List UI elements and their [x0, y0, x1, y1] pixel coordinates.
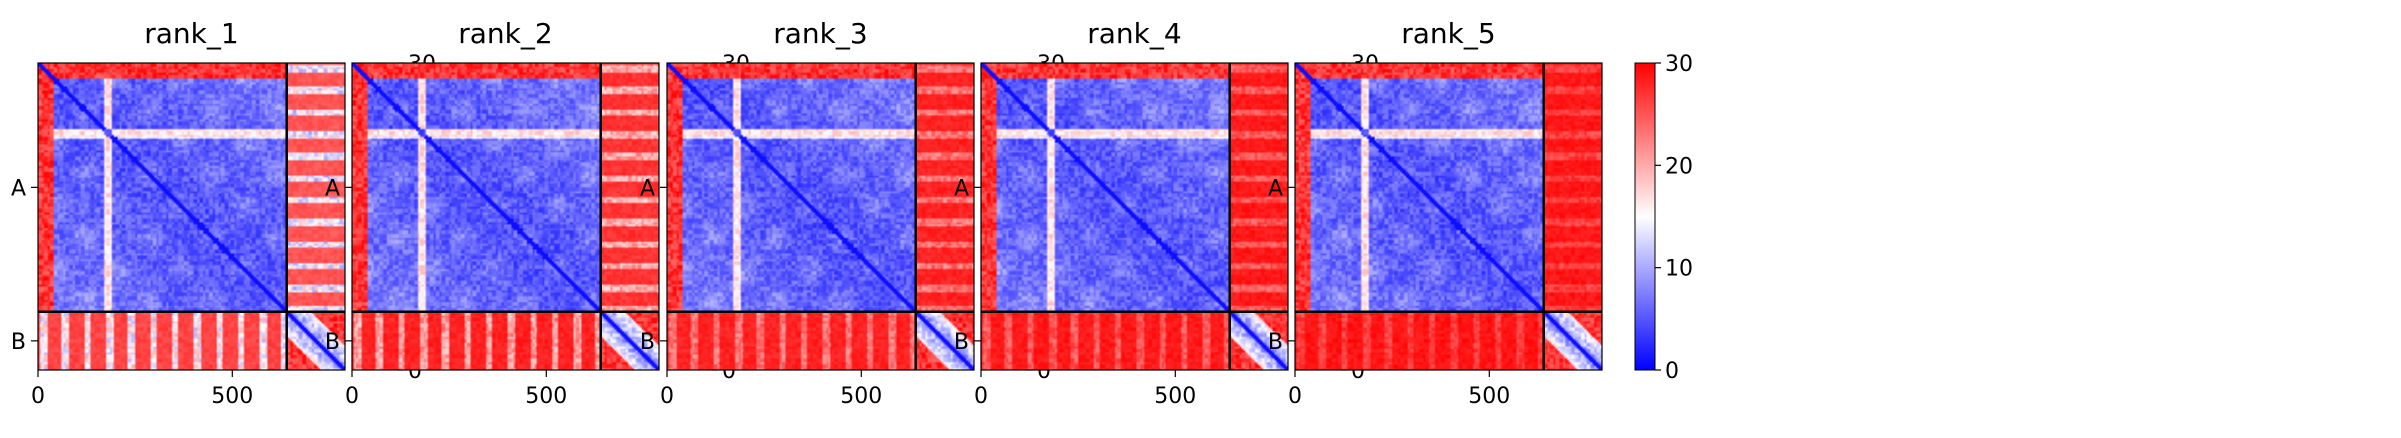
axes-frame [37, 62, 346, 371]
y-tick-label: B [11, 330, 26, 355]
panels-group: rank_10500AB0102030rank_20500AB0102030ra… [11, 17, 1693, 409]
x-tick-label: 500 [1468, 384, 1510, 409]
pae-panel: rank_30500AB0102030 [640, 17, 1065, 409]
pae-heatmap [667, 63, 974, 370]
panel-title: rank_4 [1087, 17, 1181, 50]
colorbar-tick-label: 30 [1665, 52, 1693, 77]
axes-frame [1294, 62, 1603, 371]
y-tick-label: A [11, 176, 26, 201]
y-tick-label: A [325, 176, 340, 201]
colorbar-tick-label: 0 [1665, 359, 1679, 384]
x-tick-label: 0 [974, 384, 988, 409]
panel-title: rank_5 [1401, 17, 1495, 50]
pae-heatmap [1295, 63, 1602, 370]
pae-heatmap [352, 63, 659, 370]
axes-frame [351, 62, 660, 371]
y-tick-label: B [1268, 330, 1283, 355]
x-tick-label: 500 [1154, 384, 1196, 409]
x-tick-label: 0 [1288, 384, 1302, 409]
y-tick-label: A [640, 176, 655, 201]
x-tick-label: 500 [525, 384, 567, 409]
y-tick-label: B [325, 330, 340, 355]
axes-frame [980, 62, 1289, 371]
x-tick-label: 0 [31, 384, 45, 409]
colorbar-tick-label: 20 [1665, 154, 1693, 179]
x-tick-label: 0 [660, 384, 674, 409]
panel-title: rank_1 [144, 17, 238, 50]
x-tick-label: 500 [840, 384, 882, 409]
y-tick-label: B [640, 330, 655, 355]
y-tick-label: B [954, 330, 969, 355]
x-tick-label: 0 [345, 384, 359, 409]
panel-title: rank_3 [773, 17, 867, 50]
colorbar-tick-label: 10 [1665, 257, 1693, 282]
pae-heatmap [981, 63, 1288, 370]
axes-frame [666, 62, 975, 371]
colorbar [1634, 62, 1656, 371]
pae-heatmap [38, 63, 345, 370]
y-tick-label: A [954, 176, 969, 201]
x-tick-label: 500 [211, 384, 253, 409]
pae-panel: rank_5 0 500 A B 0 10 20 30 [1268, 17, 1693, 409]
y-tick-label: A [1268, 176, 1283, 201]
panel-title: rank_2 [458, 17, 552, 50]
